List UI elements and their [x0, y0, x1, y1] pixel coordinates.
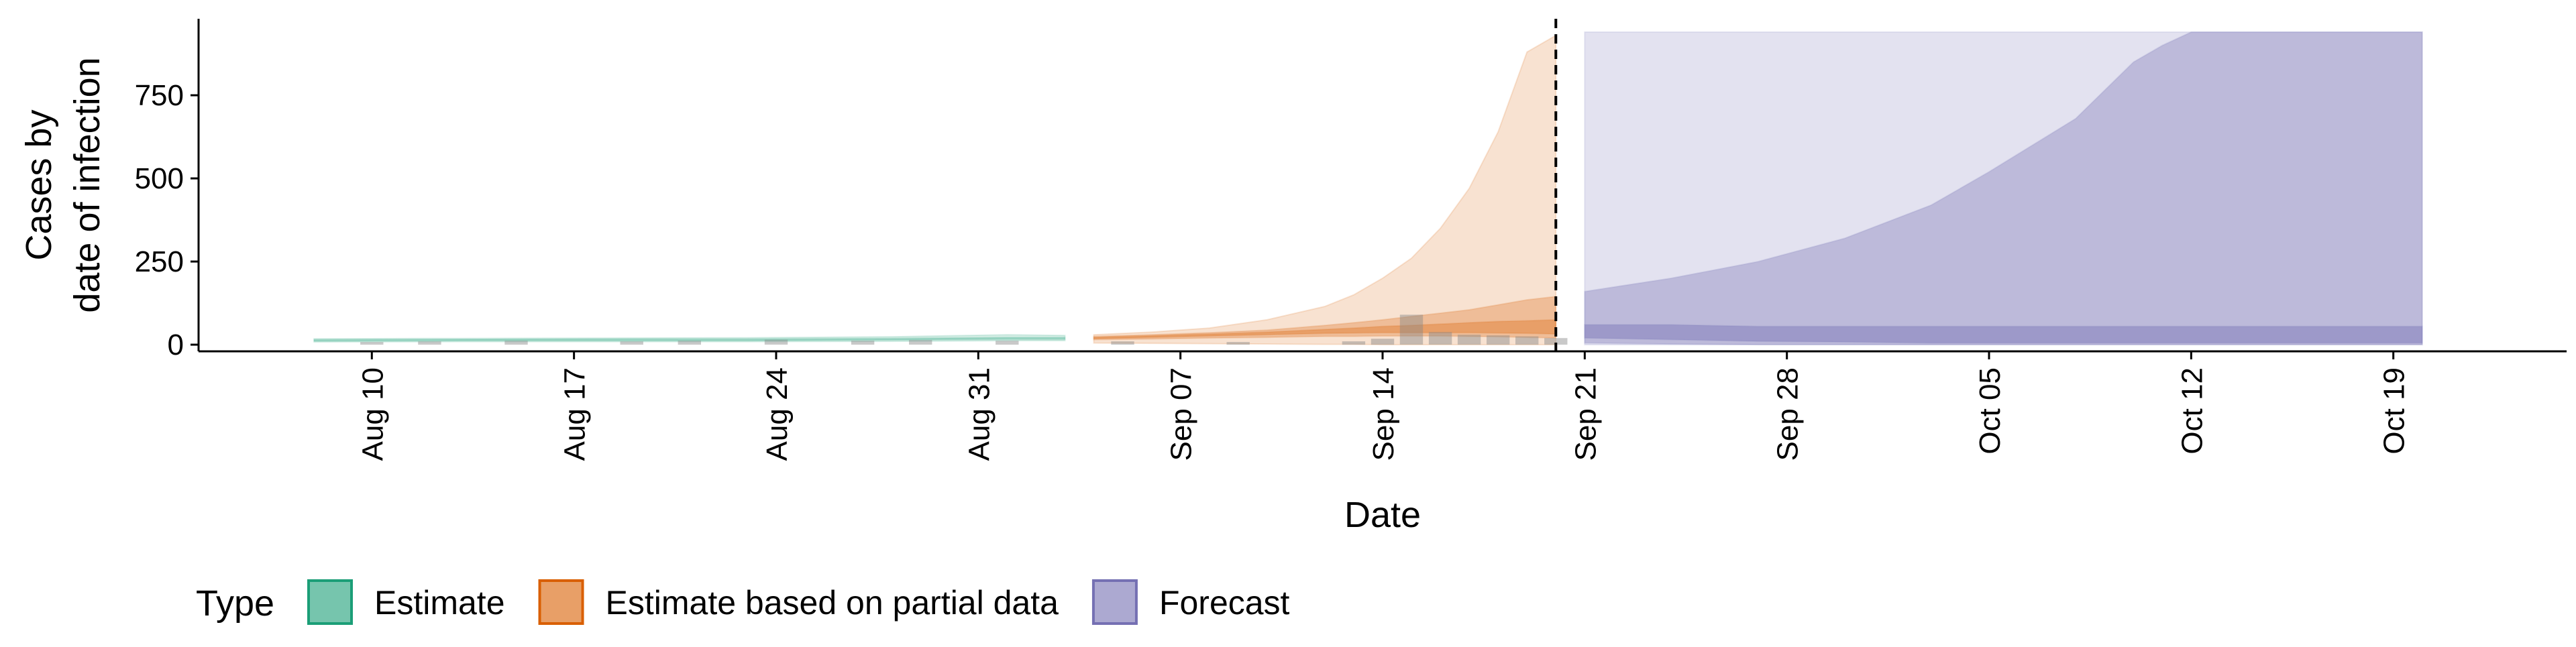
band-estimate-2	[313, 337, 1066, 342]
reported-bar	[1371, 339, 1395, 345]
reported-bar	[1487, 335, 1510, 345]
x-axis-title: Date	[1344, 495, 1421, 535]
x-tick-label: Oct 05	[1974, 367, 2006, 455]
legend-label-forecast: Forecast	[1159, 584, 1290, 622]
reported-bar	[360, 342, 384, 345]
y-axis-title-line-1: Cases by	[19, 109, 59, 260]
x-tick-label: Sep 21	[1569, 367, 1602, 461]
y-tick-label: 250	[135, 245, 184, 278]
x-tick-label: Oct 12	[2176, 367, 2208, 455]
reported-bar	[851, 341, 875, 345]
reported-bars-layer	[360, 314, 1568, 345]
y-tick-label: 0	[168, 329, 184, 361]
x-tick-label: Oct 19	[2378, 367, 2411, 455]
y-axis-title-line-2: date of infection	[67, 57, 107, 312]
band-forecast-3	[1584, 324, 2423, 344]
reported-bar	[504, 341, 528, 345]
legend-title: Type	[196, 583, 274, 624]
legend: Type Estimate Estimate based on partial d…	[196, 579, 1290, 625]
band-forecast-2	[1584, 31, 2423, 346]
x-tick-label: Aug 17	[559, 367, 592, 461]
reported-bar	[1111, 341, 1134, 345]
reported-bar	[764, 339, 788, 345]
reported-bar	[1399, 314, 1424, 345]
x-tick-label: Aug 10	[356, 367, 389, 461]
reported-bar	[1428, 332, 1452, 345]
reported-bar	[909, 340, 932, 345]
legend-label-estimate: Estimate	[374, 584, 505, 622]
axes-layer: 0 250 500 750 Aug 10 Aug 17 Aug 24 Aug 31 Sep 07…	[135, 19, 2567, 461]
legend-swatch-estimate	[307, 579, 353, 625]
legend-label-estimate-based-on-partial-data: Estimate based on partial data	[606, 584, 1059, 622]
reported-bar	[1226, 342, 1250, 345]
reported-bar	[1342, 341, 1366, 345]
y-tick-label: 750	[135, 79, 184, 112]
x-tick-label: Sep 07	[1165, 367, 1198, 461]
band-forecast-1	[1584, 31, 2423, 346]
reported-bar	[1515, 336, 1539, 345]
band-estimate-based-on-partial-data-1	[1093, 34, 1557, 346]
reported-bar	[678, 341, 701, 345]
reported-bar	[418, 341, 441, 345]
reported-bar	[996, 341, 1019, 345]
legend-swatch-forecast	[1091, 579, 1138, 625]
x-tick-label: Sep 14	[1367, 367, 1400, 461]
legend-swatch-estimate-based-on-partial-data	[538, 579, 584, 625]
reported-bar	[1457, 335, 1481, 345]
x-tick-label: Aug 24	[761, 367, 794, 461]
reported-bar	[620, 341, 643, 345]
reported-bar	[1544, 338, 1568, 345]
band-estimate-1	[313, 334, 1066, 343]
bands-layer	[313, 31, 2423, 346]
x-tick-label: Aug 31	[963, 367, 996, 461]
band-estimate-based-on-partial-data-2	[1093, 296, 1557, 341]
x-tick-label: Sep 28	[1772, 367, 1805, 461]
y-tick-label: 500	[135, 162, 184, 195]
